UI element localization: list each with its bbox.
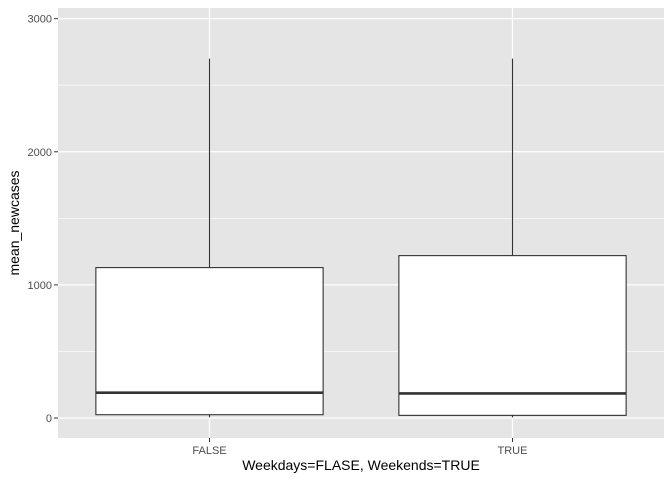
x-axis-ticks: FALSE TRUE [192, 438, 527, 457]
boxes-layer [95, 58, 627, 418]
box-iqr [95, 267, 324, 416]
x-tick-label: TRUE [498, 445, 528, 457]
x-axis-title: Weekdays=FLASE, Weekends=TRUE [242, 457, 480, 473]
box-false [95, 58, 324, 418]
y-tick-label: 0 [46, 413, 52, 425]
box-iqr [398, 255, 627, 416]
box-true [398, 58, 627, 418]
y-axis-ticks: 0 1000 2000 3000 [28, 14, 58, 425]
y-tick-label: 3000 [28, 14, 52, 26]
x-tick-label: FALSE [192, 445, 226, 457]
y-tick-label: 2000 [28, 147, 52, 159]
y-axis-title: mean_newcases [6, 170, 22, 275]
y-tick-label: 1000 [28, 280, 52, 292]
